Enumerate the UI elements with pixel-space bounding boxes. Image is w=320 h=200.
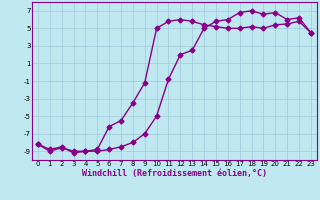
X-axis label: Windchill (Refroidissement éolien,°C): Windchill (Refroidissement éolien,°C) xyxy=(82,169,267,178)
